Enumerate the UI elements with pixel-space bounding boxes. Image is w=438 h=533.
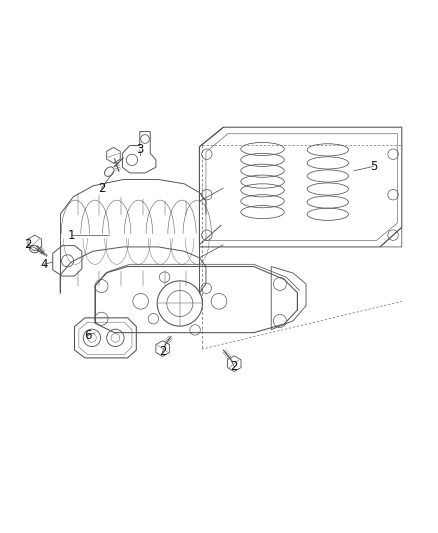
- Text: 6: 6: [84, 329, 91, 342]
- Text: 2: 2: [98, 182, 105, 195]
- Text: 3: 3: [136, 143, 144, 156]
- Text: 1: 1: [68, 229, 76, 241]
- Text: 5: 5: [370, 160, 377, 173]
- Text: 2: 2: [25, 238, 32, 251]
- Text: 2: 2: [159, 345, 166, 358]
- Text: 4: 4: [40, 258, 48, 271]
- Text: 2: 2: [230, 360, 238, 373]
